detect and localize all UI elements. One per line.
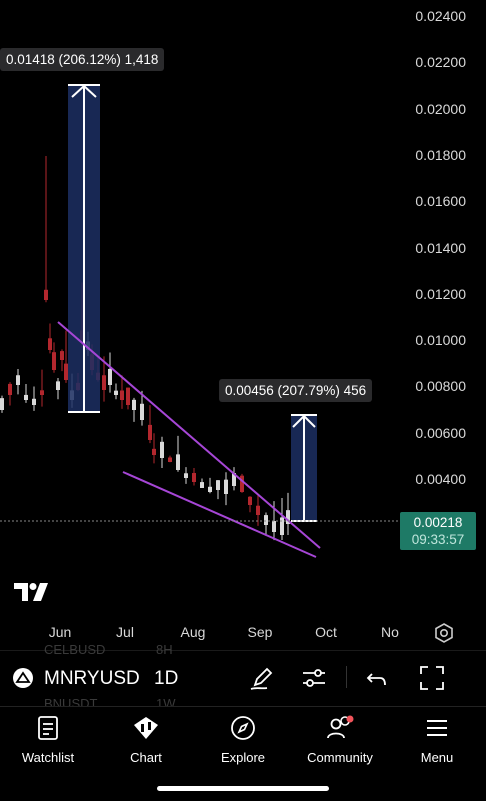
compass-icon (231, 716, 255, 740)
price-axis-tick: 0.02400 (415, 8, 466, 24)
time-axis-tick: No (381, 624, 399, 640)
candle-body (200, 482, 204, 488)
chart-nav-icon (134, 717, 158, 739)
candle-body (148, 424, 152, 440)
candle-body (48, 338, 52, 350)
nav-watchlist-label: Watchlist (21, 750, 75, 765)
nav-chart-label: Chart (130, 750, 162, 765)
candle-body (120, 390, 124, 400)
candle-body (152, 448, 156, 455)
chart-toolbar (0, 650, 486, 707)
nav-community[interactable]: Community (295, 715, 385, 765)
candle-body (248, 496, 252, 505)
price-axis-tick: 0.00600 (415, 424, 466, 441)
price-chart[interactable] (0, 0, 486, 650)
candle-body (102, 375, 106, 390)
candle-body (264, 515, 268, 525)
bottom-navigation: Watchlist Chart Explore Community Me (0, 706, 486, 801)
candle-body (40, 390, 44, 395)
candle-body (272, 521, 276, 532)
candle-body (232, 473, 236, 486)
candle-body (64, 363, 68, 380)
candle-body (0, 398, 4, 410)
price-axis-tick: 0.01200 (415, 285, 466, 302)
candle-body (208, 486, 212, 492)
price-axis-tick: 0.02200 (415, 54, 466, 71)
candle-body (176, 454, 180, 470)
fullscreen-icon[interactable] (417, 663, 447, 693)
price-axis-tick: 0.01800 (415, 146, 466, 163)
price-axis-tick: 0.01000 (415, 332, 466, 349)
candle-body (44, 289, 48, 300)
price-axis-tick: 0.00800 (415, 378, 466, 395)
candle-body (32, 398, 36, 405)
nav-menu[interactable]: Menu (392, 715, 482, 765)
candle-body (256, 505, 260, 515)
current-price-value: 0.00218 (413, 515, 463, 530)
measure-label-mid: 0.00456 (207.79%) 456 (219, 379, 373, 402)
nav-watchlist[interactable]: Watchlist (3, 715, 93, 765)
candle-body (126, 387, 130, 405)
candle-body (240, 475, 244, 492)
candle-body (184, 473, 188, 478)
toolbar-separator (346, 666, 347, 688)
nav-chart[interactable]: Chart (101, 715, 191, 765)
time-axis-tick: Sep (247, 624, 273, 640)
interval-selector[interactable]: 1D (154, 668, 179, 689)
measure-label-top: 0.01418 (206.12%) 1,418 (0, 48, 165, 71)
time-axis-tick: Jul (116, 624, 134, 640)
candle-body (52, 352, 56, 370)
price-axis-tick: 0.00400 (415, 471, 466, 487)
menu-icon (427, 720, 447, 736)
ghost-symbol-top: CELBUSD (44, 642, 106, 657)
watchlist-icon (38, 716, 58, 740)
candle-body (108, 368, 112, 385)
candle-body (132, 399, 136, 410)
home-indicator[interactable] (157, 786, 329, 791)
candle-body (168, 457, 172, 462)
candle-body (8, 383, 12, 395)
candle-body (160, 441, 164, 458)
wedge-lower-line[interactable] (122, 471, 317, 558)
chart-settings-icon[interactable] (433, 622, 455, 644)
price-axis-tick: 0.02000 (415, 100, 466, 117)
tv-logo-icon[interactable] (14, 583, 48, 601)
sliders-icon[interactable] (299, 663, 329, 693)
nav-explore[interactable]: Explore (198, 715, 288, 765)
candle-body (60, 351, 64, 360)
candle-body (280, 517, 284, 535)
candle-body (140, 403, 144, 420)
pen-icon[interactable] (247, 663, 277, 693)
candle-body (16, 375, 20, 385)
candle-body (114, 390, 118, 395)
time-axis-tick: Aug (180, 624, 206, 640)
candle-body (24, 394, 28, 400)
price-axis-tick: 0.01600 (415, 193, 466, 210)
wedge-upper-line[interactable] (57, 321, 321, 549)
time-axis-tick: Oct (315, 624, 337, 640)
symbol-selector[interactable]: MNRYUSD (44, 668, 140, 689)
candle-countdown: 09:33:57 (411, 532, 465, 547)
candle-body (56, 381, 60, 390)
ghost-interval-top: 8H (156, 642, 173, 657)
candle-body (216, 480, 220, 490)
symbol-logo-icon[interactable] (12, 667, 34, 689)
time-axis-tick: Jun (48, 624, 72, 640)
current-price-badge: 0.00218 09:33:57 (400, 512, 476, 550)
candle-body (192, 473, 196, 482)
community-icon (327, 715, 354, 739)
nav-community-label: Community (307, 750, 373, 765)
undo-icon[interactable] (362, 663, 392, 693)
nav-explore-label: Explore (220, 750, 266, 765)
candle-body (286, 510, 290, 524)
nav-menu-label: Menu (420, 750, 454, 765)
price-axis-tick: 0.01400 (415, 239, 466, 256)
candle-body (224, 479, 228, 494)
